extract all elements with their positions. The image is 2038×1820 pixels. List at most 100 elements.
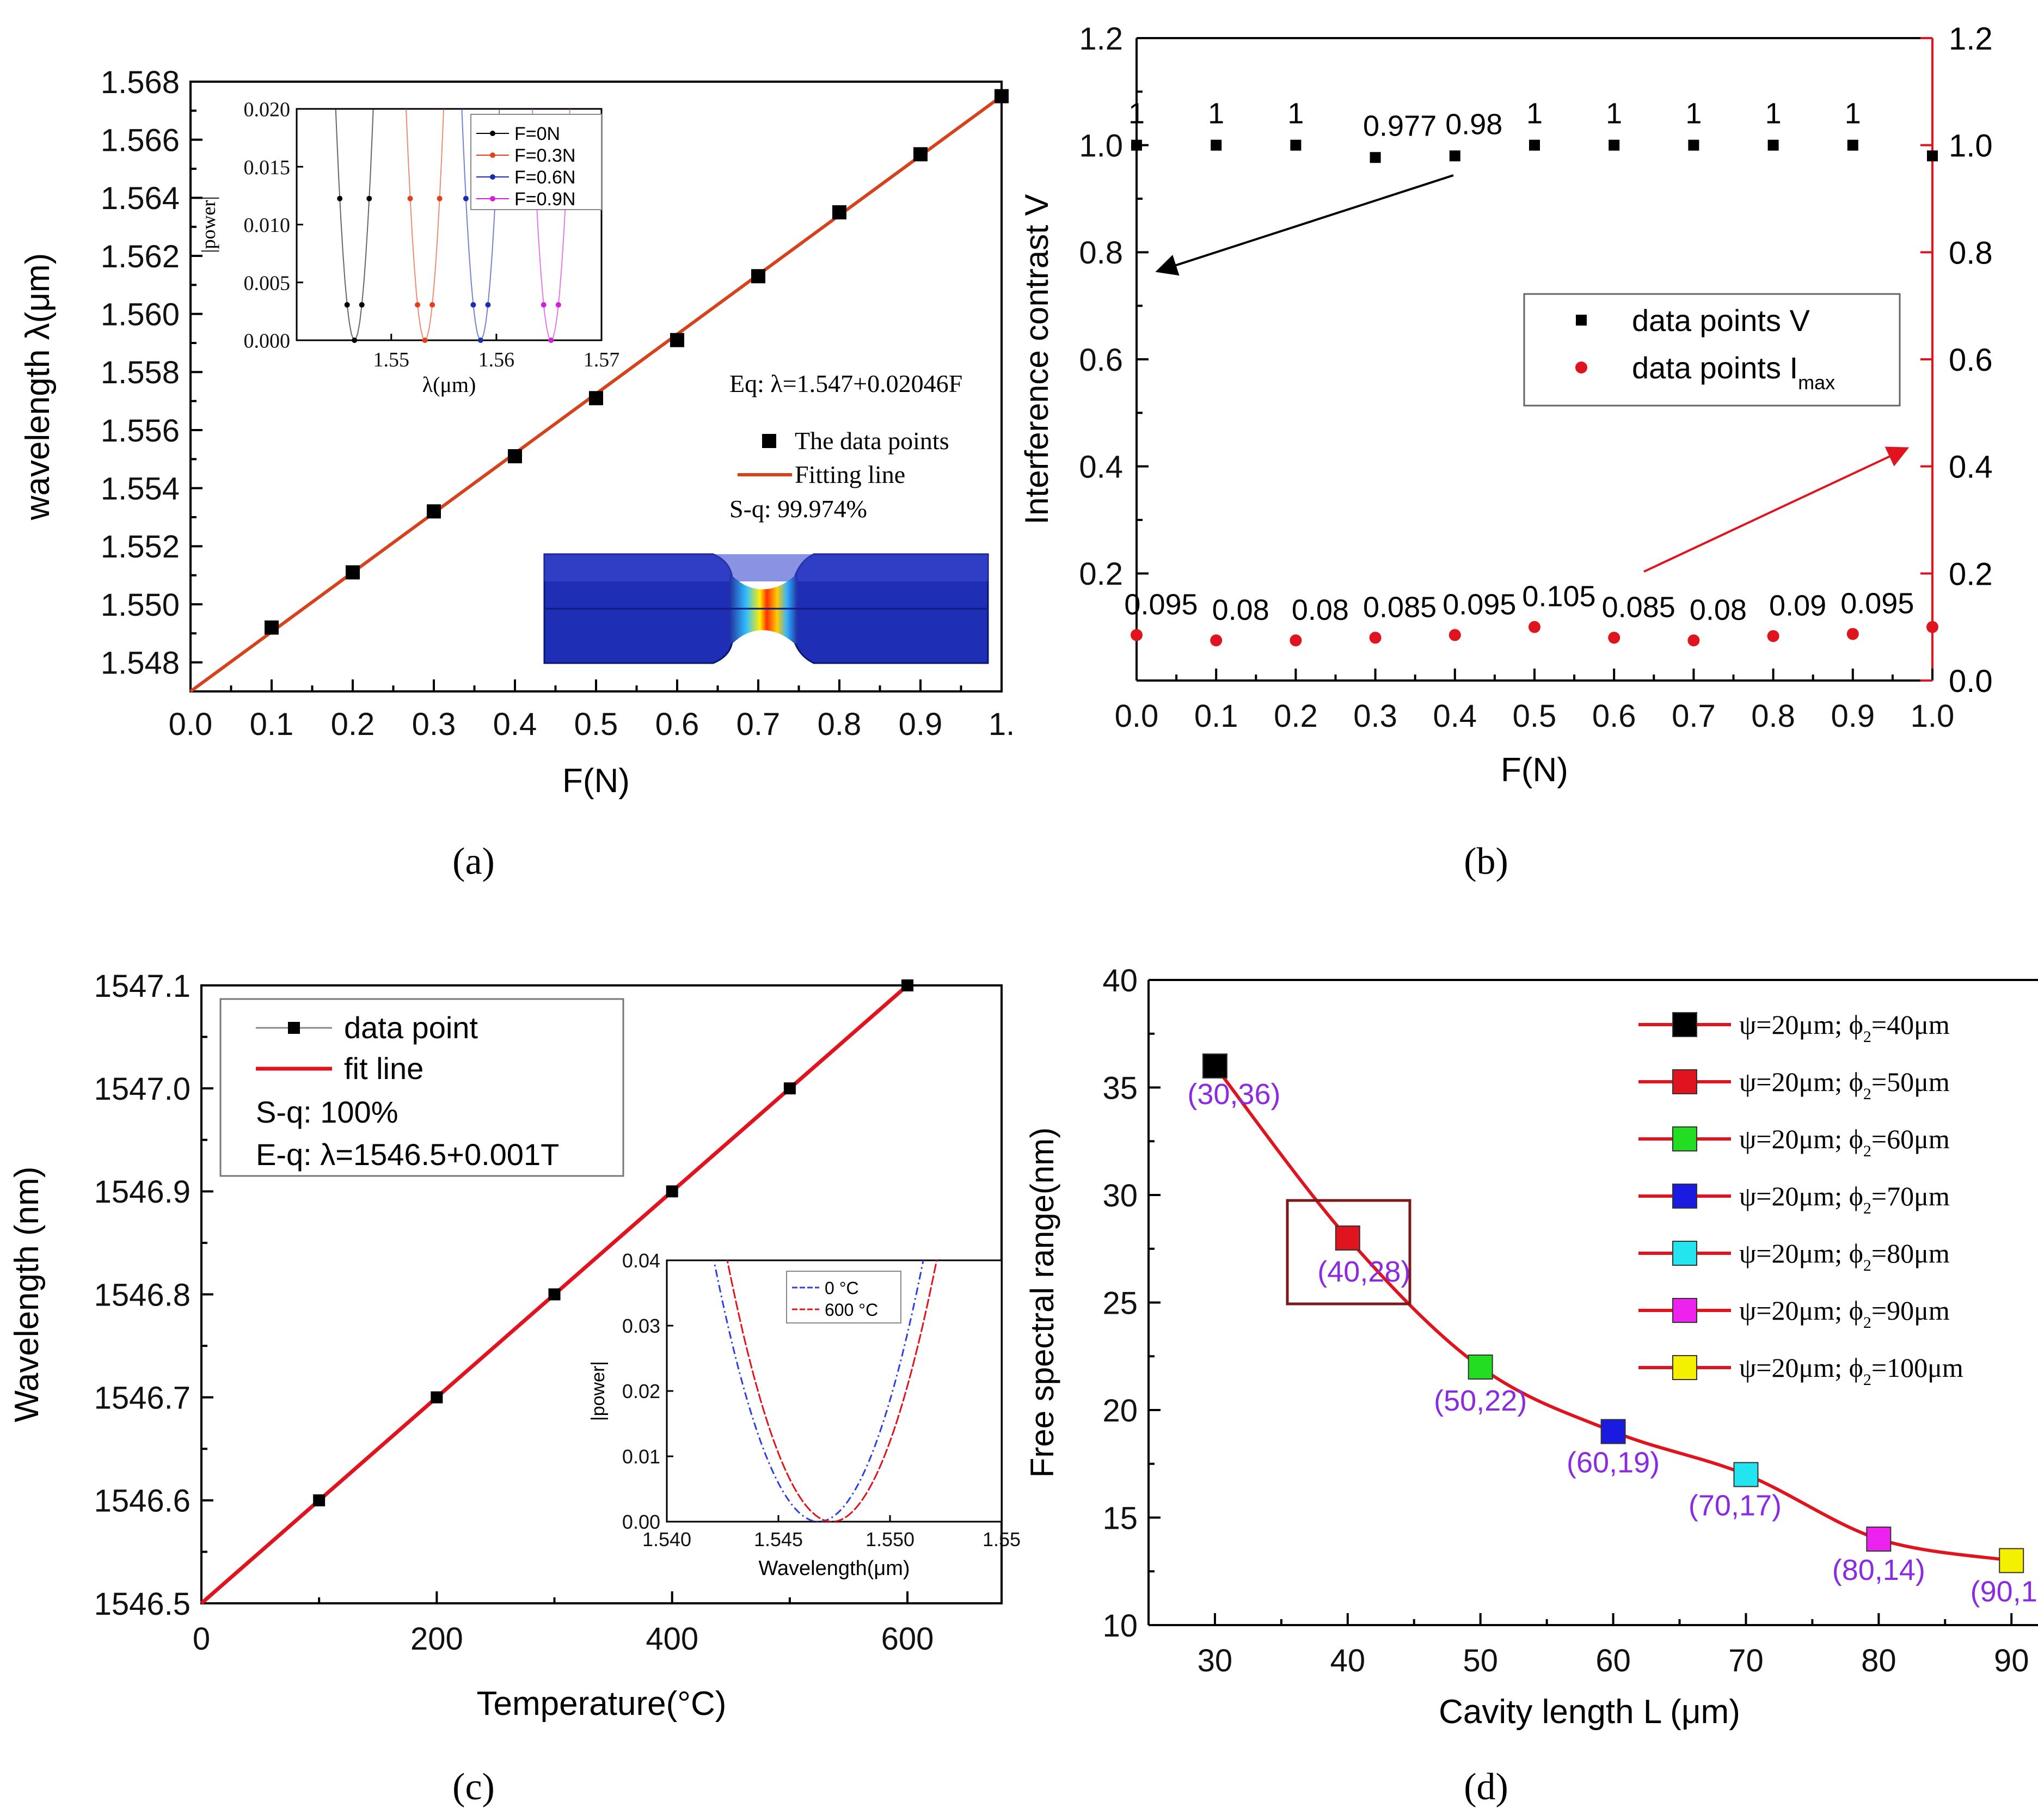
v-point: [1688, 139, 1699, 151]
imax-point: [1687, 634, 1700, 647]
x-tick-label: 0.6: [655, 707, 699, 742]
right-y-tick-label: 0.8: [1949, 235, 1993, 271]
inset-legend-marker: [490, 196, 495, 201]
y-tick-label: 0.8: [1079, 235, 1123, 271]
v-point-label: 0.977: [1363, 109, 1437, 142]
x-tick-label: 200: [410, 1621, 463, 1657]
legend-label-subscript: 2: [1863, 1142, 1871, 1160]
x-tick-label: 1.550: [865, 1528, 914, 1551]
panel-d: 30 40 50 60 70 80 90 10 15 20 25 30 35 40 Cavity lengt…: [1024, 963, 2038, 1808]
x-tick-label: 1.55: [983, 1528, 1021, 1551]
y-tick-label: 1546.6: [94, 1484, 191, 1519]
v-point-label: 1: [1287, 97, 1304, 130]
fsr-point: [1335, 1225, 1360, 1251]
inset-x-title: λ(μm): [422, 372, 476, 397]
legend-label-imax-subscript: max: [1798, 371, 1835, 394]
v-point: [1609, 139, 1620, 151]
inset-point: [470, 302, 476, 308]
fsr-point-label: (40,28): [1317, 1255, 1410, 1288]
x-tick-label: 1.: [989, 707, 1015, 742]
v-point: [1290, 139, 1302, 151]
x-tick-label: 0.0: [1115, 698, 1159, 734]
x-tick-label: 0.4: [493, 707, 537, 742]
inset-point: [485, 302, 491, 308]
inset-legend-label: 600 °C: [825, 1300, 878, 1320]
x-tick-label: 0.8: [818, 707, 862, 742]
data-point-square: [427, 504, 441, 519]
data-point-square: [346, 565, 360, 580]
inset-point: [463, 195, 469, 201]
legend-marker: [1672, 1298, 1697, 1323]
y-tick-label: 1546.7: [94, 1381, 191, 1416]
x-tick-label: 1.0: [1911, 698, 1955, 734]
fsr-point-label: (90,13): [1971, 1576, 2038, 1608]
eq-annotation: E-q: λ=1546.5+0.001T: [256, 1137, 559, 1172]
x-tick-label: 0.5: [574, 707, 618, 742]
imax-point-label: 0.08: [1690, 593, 1747, 626]
inset-point: [366, 195, 372, 201]
x-tick-label: 1.57: [584, 348, 620, 371]
imax-point: [1131, 629, 1143, 641]
inset-legend-label: F=0.9N: [514, 189, 575, 210]
imax-point-label: 0.105: [1522, 580, 1595, 613]
v-point-label: 1: [1685, 97, 1702, 130]
v-point: [1211, 139, 1222, 151]
fiber-taper-illustration: [543, 553, 989, 664]
fsr-point-label: (80,14): [1832, 1554, 1925, 1586]
x-axis-title: Temperature(°C): [477, 1685, 727, 1723]
x-tick-label: 0.5: [1513, 698, 1557, 734]
legend-marker: [1672, 1241, 1697, 1266]
y-tick-label: 1546.9: [94, 1174, 191, 1210]
legend-marker: [1672, 1355, 1697, 1380]
legend-label-data-point: data point: [344, 1010, 478, 1045]
v-point: [1131, 139, 1142, 151]
legend-label: ψ=20μm; ϕ2=100μm: [1739, 1352, 1963, 1389]
v-point-label: 1: [1526, 97, 1543, 130]
v-point-label: 1: [1845, 97, 1861, 130]
legend-label-fitting-line: Fitting line: [795, 461, 905, 488]
x-axis-title: F(N): [1501, 751, 1568, 789]
legend-label-subscript: 2: [1863, 1085, 1871, 1103]
imax-point: [1528, 621, 1540, 633]
imax-point-label: 0.085: [1602, 591, 1675, 623]
legend-marker-imax: [1575, 361, 1587, 373]
inset-point: [337, 195, 343, 201]
imax-point: [1608, 632, 1620, 644]
inset-point: [555, 302, 561, 308]
y-axis-title: Free spectral range(nm): [1024, 1127, 1060, 1478]
arrow-to-right-axis: [1643, 446, 1910, 573]
y-tick-label: 0.020: [244, 99, 291, 121]
y-tick-label: 0.015: [244, 156, 291, 179]
legend-label-tail: =100μm: [1871, 1352, 1963, 1383]
v-point-label: 1: [1765, 97, 1782, 130]
data-point-square: [670, 333, 684, 347]
y-tick-label: 0.01: [622, 1445, 660, 1468]
imax-point: [1369, 632, 1382, 644]
inset-legend-marker: [490, 174, 495, 180]
x-tick-label: 0.2: [1274, 698, 1318, 734]
x-tick-label: 0: [193, 1621, 210, 1657]
data-point-square: [548, 1288, 561, 1301]
inset-a: 1.55 1.56 1.57 0.000 0.005 0.010 0.015 0.020 λ(μ…: [198, 99, 620, 397]
inset-legend-label: 0 °C: [825, 1278, 859, 1298]
fsr-point-label: (70,17): [1689, 1490, 1782, 1522]
x-tick-label: 0.9: [1831, 698, 1875, 734]
x-tick-label: 60: [1595, 1643, 1631, 1678]
data-point-square: [901, 979, 914, 991]
sq-annotation: S-q: 100%: [256, 1095, 398, 1129]
y-tick-label: 0.6: [1079, 342, 1123, 378]
x-tick-label: 0.9: [899, 707, 943, 742]
legend-label: ψ=20μm; ϕ2=70μm: [1739, 1181, 1950, 1217]
fsr-point: [1202, 1053, 1227, 1078]
y-tick-label: 0.000: [244, 330, 291, 353]
y-tick-label: 1.562: [101, 239, 180, 274]
x-tick-label: 600: [881, 1621, 934, 1657]
legend-label-subscript: 2: [1863, 1257, 1871, 1274]
inset-point: [344, 302, 350, 308]
data-point-square: [431, 1391, 443, 1404]
data-point-square: [666, 1185, 678, 1198]
inset-x-title: Wavelength(μm): [758, 1557, 910, 1580]
data-point-square: [995, 89, 1009, 103]
panel-label-c: (c): [452, 1766, 495, 1808]
x-tick-label: 0.1: [1194, 698, 1238, 734]
